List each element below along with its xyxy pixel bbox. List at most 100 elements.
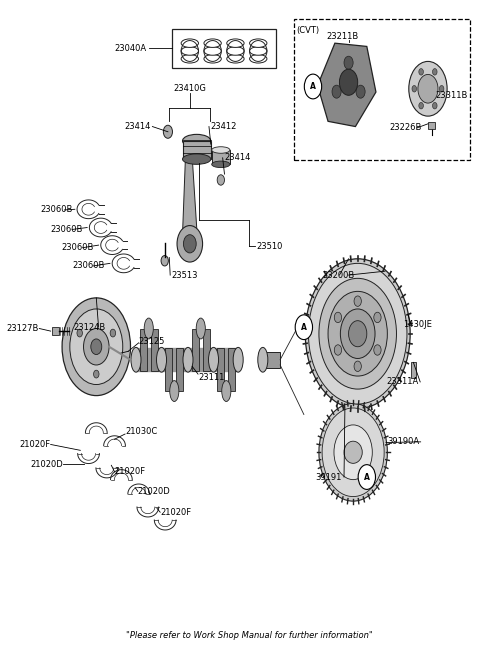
Text: 23124B: 23124B xyxy=(73,323,106,332)
Circle shape xyxy=(354,296,361,306)
Text: 1430JE: 1430JE xyxy=(403,320,432,329)
Bar xyxy=(176,348,183,391)
Ellipse shape xyxy=(250,47,267,55)
Text: 23226B: 23226B xyxy=(389,124,422,132)
Bar xyxy=(51,327,59,335)
Text: 23111: 23111 xyxy=(198,373,224,382)
Bar xyxy=(151,328,158,371)
Text: 23510: 23510 xyxy=(256,242,282,251)
Circle shape xyxy=(305,259,410,409)
Circle shape xyxy=(319,279,396,389)
Text: 23200B: 23200B xyxy=(322,271,354,280)
Text: 23040A: 23040A xyxy=(114,44,146,53)
Circle shape xyxy=(177,225,203,262)
Polygon shape xyxy=(182,162,197,247)
Bar xyxy=(217,348,225,391)
Circle shape xyxy=(322,408,384,497)
Ellipse shape xyxy=(227,47,244,55)
Text: 21020D: 21020D xyxy=(31,459,63,468)
Ellipse shape xyxy=(233,348,243,372)
Ellipse shape xyxy=(212,161,230,168)
Circle shape xyxy=(84,328,109,365)
Ellipse shape xyxy=(250,55,267,63)
Ellipse shape xyxy=(156,348,167,372)
Circle shape xyxy=(374,345,381,355)
Bar xyxy=(228,348,235,391)
Ellipse shape xyxy=(258,348,268,372)
Bar xyxy=(263,352,280,367)
Ellipse shape xyxy=(196,318,205,339)
Text: 23410G: 23410G xyxy=(173,84,206,93)
Ellipse shape xyxy=(250,39,267,47)
Text: 23412: 23412 xyxy=(210,122,237,131)
Ellipse shape xyxy=(181,47,199,55)
Text: 21020D: 21020D xyxy=(138,487,170,496)
Circle shape xyxy=(77,329,83,337)
Circle shape xyxy=(309,263,407,404)
Ellipse shape xyxy=(208,348,218,372)
Bar xyxy=(294,19,470,160)
Text: 23414: 23414 xyxy=(125,122,151,131)
Text: 39191: 39191 xyxy=(315,472,342,482)
Text: 23060B: 23060B xyxy=(72,261,105,271)
Text: 39190A: 39190A xyxy=(387,438,420,446)
Circle shape xyxy=(348,321,367,347)
Circle shape xyxy=(374,312,381,323)
Text: 23311B: 23311B xyxy=(436,91,468,100)
Circle shape xyxy=(432,102,437,109)
Circle shape xyxy=(62,298,131,396)
Circle shape xyxy=(94,370,99,378)
Text: A: A xyxy=(310,82,316,91)
Text: 21020F: 21020F xyxy=(160,508,192,516)
Circle shape xyxy=(356,85,365,98)
Bar xyxy=(410,363,416,378)
Circle shape xyxy=(319,403,387,501)
Bar xyxy=(212,150,230,164)
Circle shape xyxy=(91,339,102,355)
Circle shape xyxy=(334,345,342,355)
Circle shape xyxy=(344,57,353,69)
Circle shape xyxy=(295,315,312,340)
Ellipse shape xyxy=(181,39,199,47)
Ellipse shape xyxy=(344,442,362,463)
Circle shape xyxy=(161,256,168,266)
Circle shape xyxy=(110,329,116,337)
Bar xyxy=(182,141,211,159)
Text: 23127B: 23127B xyxy=(6,324,38,333)
Text: 23125: 23125 xyxy=(139,337,165,346)
Circle shape xyxy=(332,85,341,98)
Circle shape xyxy=(183,235,196,253)
Bar xyxy=(192,328,199,371)
Ellipse shape xyxy=(183,348,193,372)
Text: 23211B: 23211B xyxy=(326,32,359,41)
Circle shape xyxy=(334,425,372,480)
Bar xyxy=(203,328,210,371)
Circle shape xyxy=(412,85,417,92)
Text: 23513: 23513 xyxy=(171,271,198,280)
Bar xyxy=(165,348,172,391)
Ellipse shape xyxy=(222,380,231,401)
Circle shape xyxy=(339,69,358,95)
Ellipse shape xyxy=(170,380,179,401)
Ellipse shape xyxy=(182,154,211,164)
Bar xyxy=(140,328,147,371)
Ellipse shape xyxy=(181,55,199,63)
Text: 23060B: 23060B xyxy=(51,225,83,234)
Circle shape xyxy=(419,68,423,75)
Circle shape xyxy=(340,309,375,359)
Ellipse shape xyxy=(131,348,141,372)
Text: A: A xyxy=(364,472,370,482)
Ellipse shape xyxy=(182,135,211,147)
Text: (CVT): (CVT) xyxy=(296,26,319,35)
Circle shape xyxy=(304,74,322,99)
Ellipse shape xyxy=(204,47,221,55)
Circle shape xyxy=(328,291,387,376)
Ellipse shape xyxy=(204,39,221,47)
Circle shape xyxy=(419,102,423,109)
Circle shape xyxy=(217,175,225,185)
Circle shape xyxy=(70,309,123,384)
Ellipse shape xyxy=(227,39,244,47)
Ellipse shape xyxy=(144,318,153,339)
Polygon shape xyxy=(318,43,376,127)
Text: 21020F: 21020F xyxy=(20,440,51,449)
